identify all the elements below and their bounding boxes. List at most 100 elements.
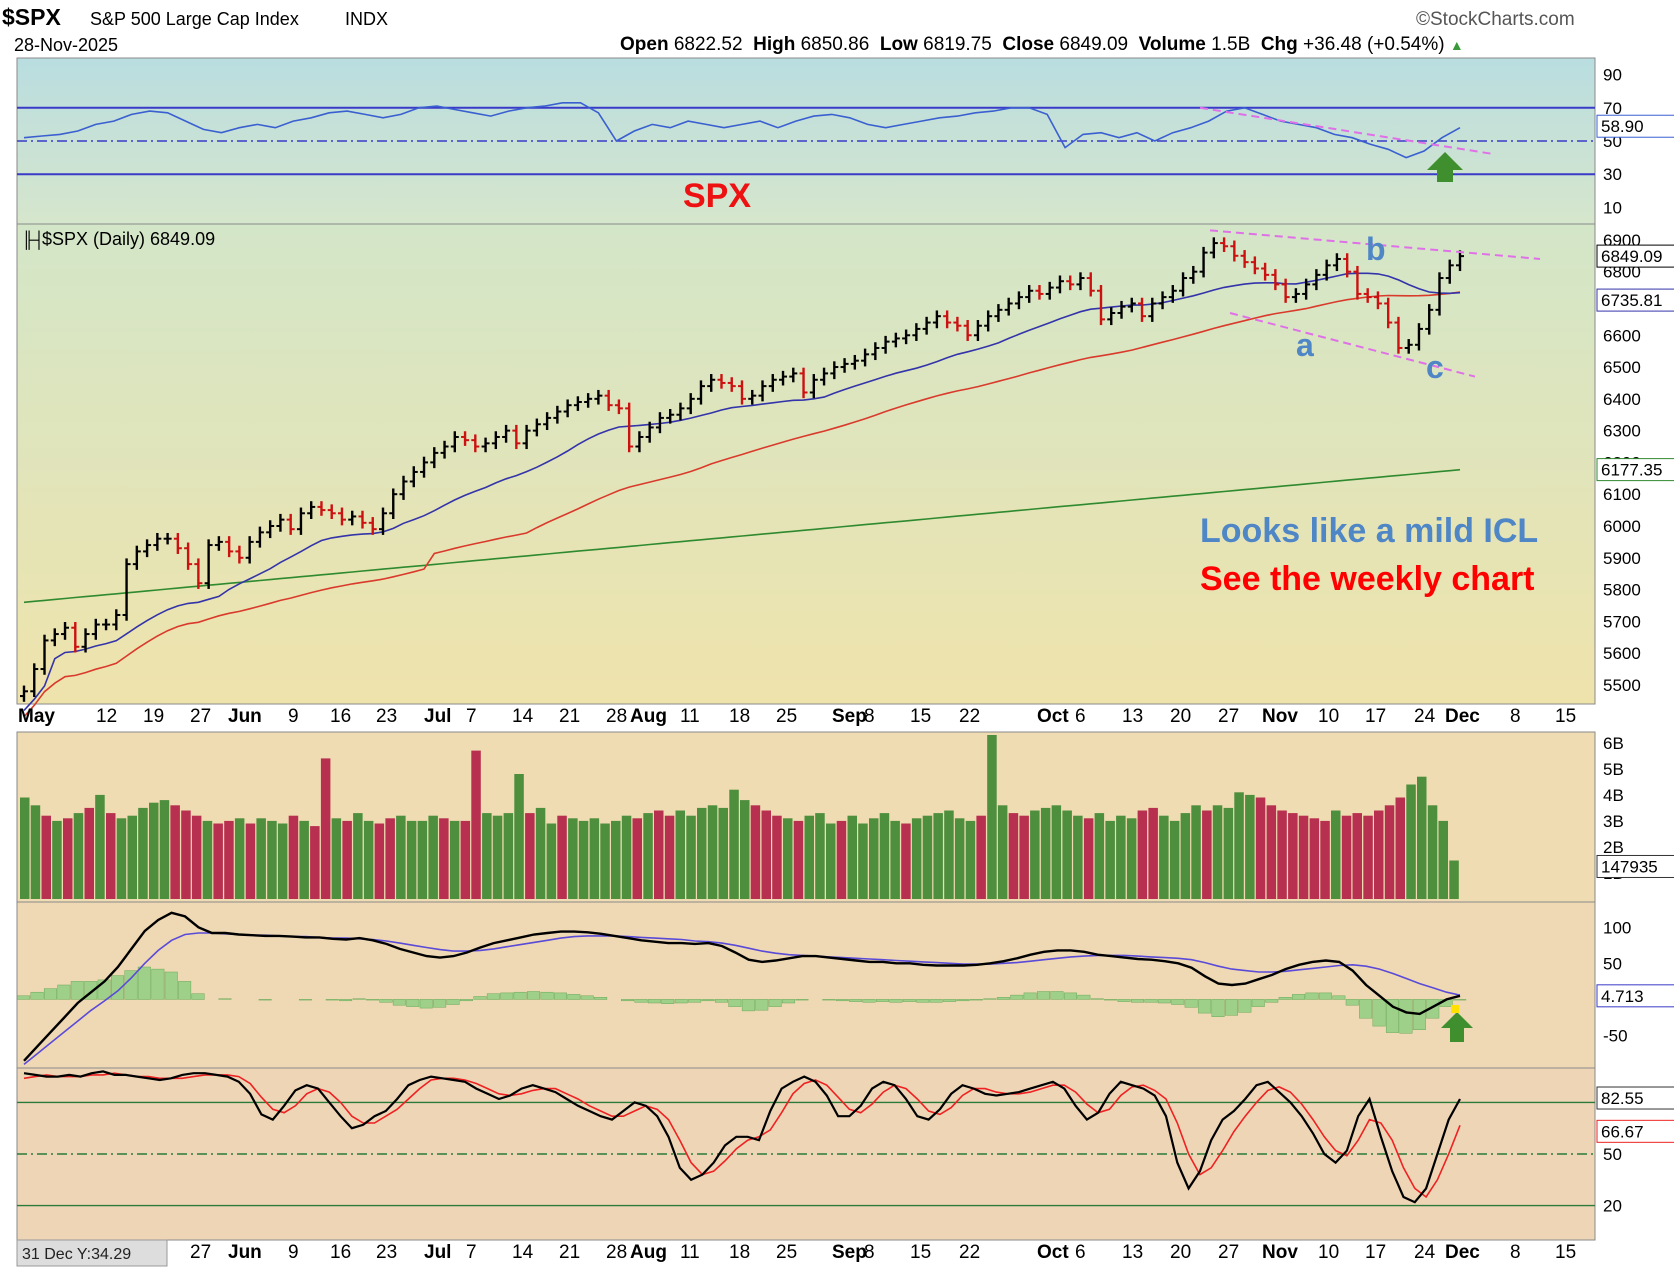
volume-bar xyxy=(1169,820,1180,899)
macd-histogram-bar xyxy=(795,999,809,1001)
price-bar xyxy=(1199,246,1208,278)
stoch-k-line xyxy=(23,1070,1461,1204)
price-bar xyxy=(286,513,295,535)
x-axis-label: 27 xyxy=(190,1242,211,1263)
price-bar xyxy=(204,539,213,589)
volume-bar xyxy=(106,813,116,899)
volume-bar xyxy=(1277,810,1287,899)
close-last-label: 6849.09 xyxy=(1601,247,1662,266)
x-axis-label: 23 xyxy=(376,1242,397,1263)
price-bar xyxy=(1117,300,1126,319)
volume-bar xyxy=(922,815,933,899)
macd-histogram-bar xyxy=(849,999,863,1002)
price-bar xyxy=(481,437,490,453)
volume-bar xyxy=(234,818,245,899)
price-bar xyxy=(850,354,859,370)
x-axis-label: 24 xyxy=(1414,706,1436,727)
stoch-tick-50: 50 xyxy=(1603,1145,1622,1164)
macd-histogram-bar xyxy=(1090,998,1104,1000)
macd-histogram-bar xyxy=(621,999,635,1002)
quote-bar: Open 6822.52 High 6850.86 Low 6819.75 Cl… xyxy=(620,34,1464,56)
low-label: Low xyxy=(879,34,918,55)
low-value: 6819.75 xyxy=(923,34,992,55)
x-axis-label: 16 xyxy=(330,1242,351,1263)
volume-bar xyxy=(288,815,299,899)
x-axis-label: Jul xyxy=(424,706,451,727)
volume-bar xyxy=(460,820,471,899)
volume-bar xyxy=(815,813,825,899)
lower-trendline xyxy=(1229,312,1476,378)
x-axis-label: 28 xyxy=(606,706,627,727)
volume-bar xyxy=(1449,860,1459,899)
price-bar xyxy=(1261,262,1270,281)
macd-histogram-bar xyxy=(1131,999,1145,1003)
x-axis-label: Sep xyxy=(832,706,867,727)
price-panel-label: $SPX (Daily) 6849.09 xyxy=(42,229,215,249)
x-axis-label: 18 xyxy=(729,706,750,727)
macd-histogram-bar xyxy=(325,999,339,1001)
price-bar xyxy=(1107,307,1116,326)
macd-histogram-bar xyxy=(862,999,876,1003)
x-axis-label: Aug xyxy=(630,1242,667,1263)
price-bar xyxy=(1179,272,1188,297)
volume-label: Volume xyxy=(1138,34,1206,55)
volume-bar xyxy=(245,823,256,899)
macd-tick--50: -50 xyxy=(1603,1027,1628,1046)
macd-histogram-bar xyxy=(366,999,380,1001)
ma-red-line xyxy=(23,291,1461,718)
macd-histogram-bar xyxy=(1265,999,1279,1003)
x-axis-label: 20 xyxy=(1170,1242,1191,1263)
price-bar xyxy=(20,685,28,702)
x-axis-label: Nov xyxy=(1262,1242,1298,1263)
macd-histogram-bar xyxy=(1171,999,1185,1005)
price-bar xyxy=(727,377,736,392)
volume-bar xyxy=(654,810,664,899)
macd-histogram-bar xyxy=(567,994,581,1000)
macd-histogram-bar xyxy=(1211,999,1225,1017)
price-bar xyxy=(1456,250,1464,272)
price-bar xyxy=(676,402,685,421)
price-bar xyxy=(409,466,418,488)
macd-histogram-bar xyxy=(755,999,769,1011)
price-bar xyxy=(502,424,511,443)
price-bar xyxy=(1404,339,1413,354)
price-bar xyxy=(255,526,264,548)
price-bar xyxy=(809,374,818,399)
volume-bar xyxy=(707,805,718,899)
volume-bar xyxy=(643,813,653,899)
price-bar xyxy=(102,618,111,631)
volume-bar xyxy=(836,820,847,899)
volume-bar xyxy=(95,794,105,899)
volume-bar xyxy=(396,815,406,899)
ma-blue-line xyxy=(23,272,1461,711)
x-axis-label: 9 xyxy=(288,706,299,727)
price-bar xyxy=(789,367,798,383)
price-bar xyxy=(973,320,982,341)
price-bar xyxy=(799,367,808,399)
price-bar xyxy=(963,320,972,341)
price-bar xyxy=(450,431,459,453)
macd-histogram-bar xyxy=(527,991,541,1000)
macd-histogram-bar xyxy=(30,991,44,1000)
volume-bar xyxy=(385,818,395,899)
stoch-d-line xyxy=(23,1072,1461,1199)
macd-histogram-bar xyxy=(1305,992,1319,1000)
price-bar xyxy=(584,393,593,408)
volume-bar xyxy=(729,789,739,899)
volume-bar xyxy=(1137,810,1148,899)
macd-histogram-bar xyxy=(902,999,916,1002)
macd-histogram-bar xyxy=(124,970,138,1000)
volume-bar xyxy=(750,805,761,899)
price-bar xyxy=(276,513,285,532)
macd-histogram-bar xyxy=(889,999,903,1003)
x-axis-label: Oct xyxy=(1037,1242,1069,1263)
macd-histogram-bar xyxy=(929,999,943,1003)
volume-bar xyxy=(1116,815,1126,899)
volume-bar xyxy=(686,815,696,899)
price-bar xyxy=(1045,281,1054,300)
price-bar xyxy=(379,507,387,535)
macd-line xyxy=(23,911,1461,1062)
volume-bar xyxy=(675,810,685,899)
volume-bar xyxy=(331,818,342,899)
macd-histogram-bar xyxy=(553,992,567,1000)
